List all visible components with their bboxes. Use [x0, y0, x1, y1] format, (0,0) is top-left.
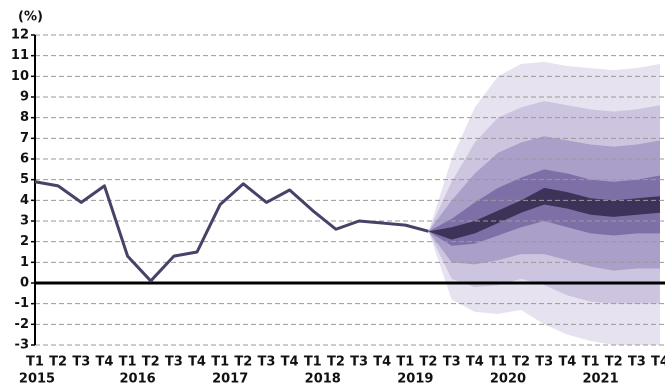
x-tick-label: T4 [281, 355, 299, 370]
x-tick-label: T3 [535, 355, 553, 370]
x-tick-label: T2 [142, 355, 160, 370]
y-tick-label: -2 [15, 317, 29, 332]
x-tick-label: T2 [512, 355, 530, 370]
x-tick-label: T3 [72, 355, 90, 370]
x-tick-label: T1 [119, 355, 137, 370]
year-label: 2018 [305, 372, 341, 387]
y-tick-label: 9 [20, 90, 29, 105]
x-tick-label: T4 [188, 355, 206, 370]
y-tick-label: 7 [20, 131, 29, 146]
fan-band [428, 187, 660, 240]
x-tick-label: T1 [396, 355, 414, 370]
x-tick-label: T4 [558, 355, 576, 370]
y-tick-label: 0 [20, 276, 29, 291]
y-unit: (%) [18, 10, 43, 25]
x-tick-label: T3 [350, 355, 368, 370]
year-label: 2016 [119, 372, 155, 387]
x-tick-label: T2 [49, 355, 67, 370]
x-tick-label: T2 [234, 355, 252, 370]
year-label: 2015 [19, 372, 55, 387]
year-label: 2021 [582, 372, 618, 387]
x-tick-label: T2 [327, 355, 345, 370]
x-tick-label: T1 [211, 355, 229, 370]
x-tick-label: T1 [582, 355, 600, 370]
y-tick-label: 11 [11, 48, 29, 63]
y-tick-label: 3 [20, 214, 29, 229]
x-tick-label: T3 [628, 355, 646, 370]
y-tick-label: 2 [20, 234, 29, 249]
x-tick-label: T1 [26, 355, 44, 370]
line [34, 180, 429, 283]
y-tick-label: 10 [11, 69, 29, 84]
y-tick-label: 4 [20, 193, 29, 208]
x-tick-label: T4 [373, 355, 391, 370]
year-label: 2019 [397, 372, 433, 387]
y-tick-label: -1 [15, 296, 29, 311]
y-tick-label: 6 [20, 152, 29, 167]
x-tick-label: T2 [605, 355, 623, 370]
x-tick-label: T4 [466, 355, 484, 370]
y-tick-label: 5 [20, 172, 29, 187]
y-tick-label: 1 [20, 255, 29, 270]
y-tick-label: 8 [20, 110, 29, 125]
year-label: 2017 [212, 372, 248, 387]
x-tick-label: T1 [304, 355, 322, 370]
year-label: 2020 [490, 372, 526, 387]
x-tick-label: T3 [258, 355, 276, 370]
x-tick-label: T3 [443, 355, 461, 370]
x-tick-label: T4 [651, 355, 665, 370]
x-tick-label: T1 [489, 355, 507, 370]
x-tick-label: T3 [165, 355, 183, 370]
x-tick-label: T4 [95, 355, 113, 370]
x-tick-label: T2 [420, 355, 438, 370]
y-tick-label: 12 [11, 28, 29, 43]
y-tick-label: -3 [15, 338, 29, 353]
